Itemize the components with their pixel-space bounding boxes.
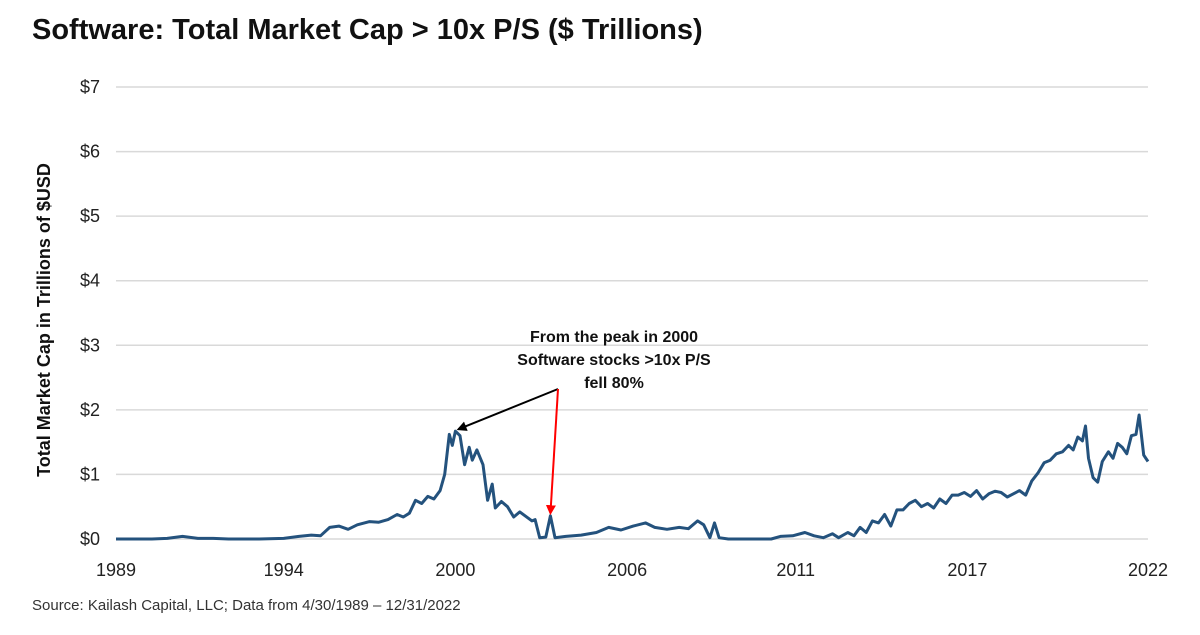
- x-tick-label: 1989: [96, 560, 136, 580]
- y-axis-label: Total Market Cap in Trillions of $USD: [34, 163, 54, 477]
- annotation-group: From the peak in 2000 Software stocks >10…: [456, 329, 711, 516]
- x-tick-label: 1994: [264, 560, 304, 580]
- y-tick-label: $5: [80, 206, 100, 226]
- annotation-arrow: [456, 388, 559, 431]
- y-tick-label: $6: [80, 142, 100, 162]
- annotation-text: From the peak in 2000: [530, 329, 698, 346]
- annotation-text: Software stocks >10x P/S: [517, 352, 711, 369]
- y-tick-label: $2: [80, 400, 100, 420]
- x-tick-label: 2011: [776, 560, 815, 580]
- y-tick-label: $3: [80, 335, 100, 355]
- source-note: Source: Kailash Capital, LLC; Data from …: [32, 597, 461, 614]
- x-tick-label: 2017: [947, 560, 987, 580]
- annotation-text: fell 80%: [584, 375, 644, 392]
- annotation-arrow: [545, 388, 559, 516]
- y-tick-label: $1: [80, 464, 100, 484]
- y-tick-label: $7: [80, 77, 100, 97]
- y-axis-ticks: $0 $1 $2 $3 $4 $5 $6 $7: [80, 77, 100, 549]
- x-tick-label: 2022: [1128, 560, 1168, 580]
- x-axis-ticks: 1989 1994 2000 2006 2011 2017 2022: [96, 560, 1168, 580]
- y-tick-label: $4: [80, 271, 100, 291]
- y-tick-label: $0: [80, 529, 100, 549]
- x-tick-label: 2000: [435, 560, 475, 580]
- chart-title: Software: Total Market Cap > 10x P/S ($ …: [32, 14, 703, 46]
- series-group: [116, 413, 1150, 541]
- series-line: [116, 413, 1150, 541]
- gridlines: [116, 86, 1148, 540]
- x-tick-label: 2006: [607, 560, 647, 580]
